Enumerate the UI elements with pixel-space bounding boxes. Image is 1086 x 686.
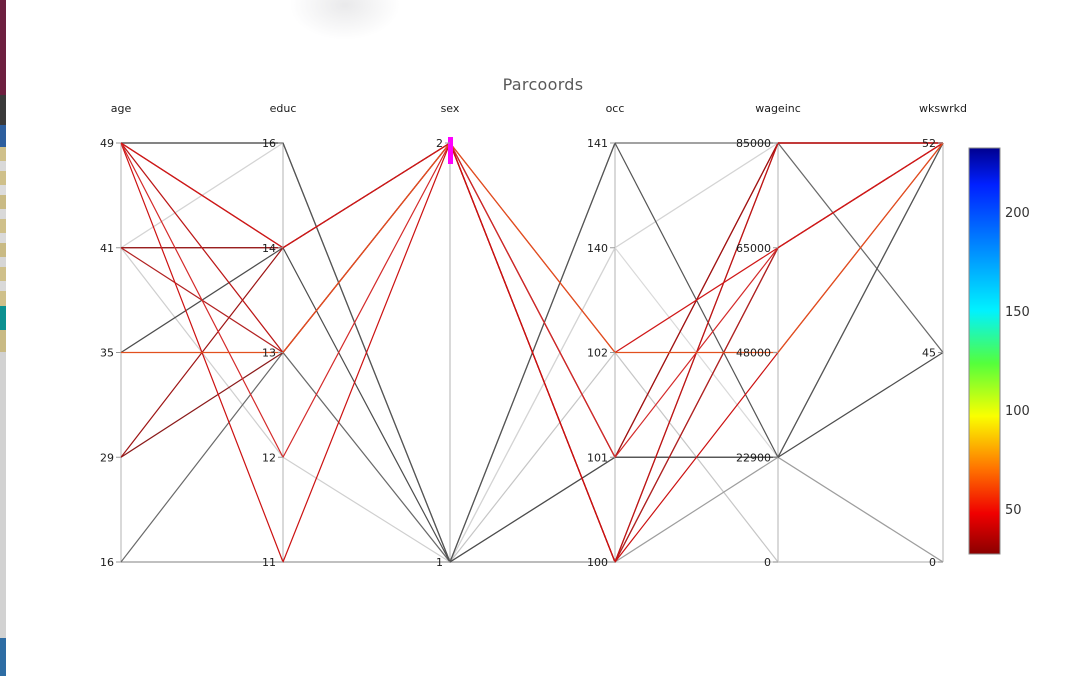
edge-strip-segment [0,185,6,195]
tick-label-sex-2: 2 [436,137,443,150]
edge-strip-segment [0,171,6,185]
edge-strip-segment [0,281,6,291]
tick-label-wageinc-85000: 85000 [736,137,771,150]
edge-strip-segment [0,267,6,281]
tick-label-wageinc-0: 0 [764,556,771,569]
axis-title-educ: educ [270,102,297,115]
axis-title-wkswrkd: wkswrkd [919,102,967,115]
tick-label-age-29: 29 [100,451,114,464]
tick-label-educ-11: 11 [262,556,276,569]
edge-strip-segment [0,243,6,257]
tick-label-wageinc-48000: 48000 [736,347,771,360]
edge-strip-segment [0,352,6,638]
left-edge-strip [0,0,6,686]
edge-strip-segment [0,219,6,233]
chart-title: Parcoords [502,75,584,94]
tick-label-age-49: 49 [100,137,114,150]
tick-label-occ-101: 101 [587,451,608,464]
data-line[interactable] [120,247,944,563]
edge-strip-segment [0,147,6,161]
tick-label-occ-141: 141 [587,137,608,150]
tick-label-occ-100: 100 [587,556,608,569]
axis-title-age: age [111,102,132,115]
tick-label-wkswrkd-45: 45 [922,347,936,360]
tick-label-educ-12: 12 [262,451,276,464]
colorbar [968,147,1001,555]
tick-label-sex-1: 1 [436,556,443,569]
tick-label-age-35: 35 [100,347,114,360]
tick-label-occ-102: 102 [587,347,608,360]
axis-title-occ: occ [606,102,625,115]
tick-label-wkswrkd-52: 52 [922,137,936,150]
edge-strip-segment [0,233,6,243]
colorbar-label-200: 200 [1005,206,1030,221]
colorbar-label-100: 100 [1005,404,1030,419]
edge-strip-segment [0,95,6,125]
tick-label-age-41: 41 [100,242,114,255]
axis-title-sex: sex [441,102,460,115]
tick-label-occ-140: 140 [587,242,608,255]
tick-label-educ-14: 14 [262,242,276,255]
edge-strip-segment [0,291,6,306]
tick-label-age-16: 16 [100,556,114,569]
edge-strip-segment [0,257,6,267]
data-line[interactable] [121,142,944,354]
edge-strip-segment [0,161,6,171]
colorbar-label-150: 150 [1005,305,1030,320]
axis-title-wageinc: wageinc [755,102,801,115]
edge-strip-segment [0,195,6,209]
tick-label-wkswrkd-0: 0 [929,556,936,569]
data-line[interactable] [121,456,944,563]
edge-strip-segment [0,209,6,219]
axis-brush-selection[interactable] [448,137,453,164]
tick-label-wageinc-65000: 65000 [736,242,771,255]
edge-strip-segment [0,0,6,95]
edge-strip-segment [0,306,6,330]
colorbar-label-50: 50 [1005,503,1022,518]
edge-strip-segment [0,330,6,352]
edge-strip-segment [0,638,6,676]
tick-label-educ-13: 13 [262,347,276,360]
tick-label-wageinc-22900: 22900 [736,451,771,464]
tick-label-educ-16: 16 [262,137,276,150]
edge-strip-segment [0,125,6,147]
